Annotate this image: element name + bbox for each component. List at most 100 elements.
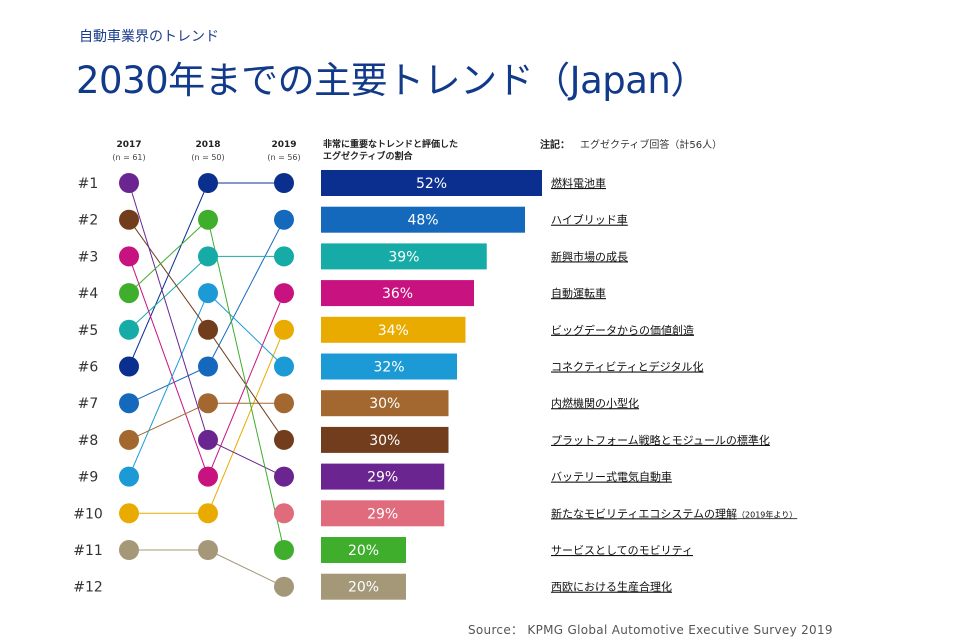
rank-label: #2 <box>78 213 99 229</box>
rank-dot <box>198 319 218 340</box>
rank-label: #3 <box>78 249 99 265</box>
bar-value-label: 32% <box>373 360 404 376</box>
trend-name-link[interactable]: サービスとしてのモビリティ <box>551 544 693 557</box>
bar-value-label: 30% <box>369 433 400 449</box>
rank-change-line <box>128 256 209 477</box>
bar <box>321 280 474 307</box>
bar <box>321 573 406 600</box>
trend-name: 燃料電池車 <box>551 176 606 190</box>
trend-name: 新たなモビリティエコシステムの理解 <box>551 506 737 520</box>
rank-dot <box>274 503 294 524</box>
rank-label: #1 <box>78 176 99 192</box>
trend-name-link[interactable]: 内燃機関の小型化 <box>551 396 639 410</box>
bar-value-label: 39% <box>388 249 419 265</box>
trend-name-link[interactable]: バッテリー式電気自動車 <box>551 470 672 484</box>
rank-dot <box>119 246 139 267</box>
sample-size-label: (n = 56) <box>267 153 300 162</box>
rank-change-line <box>128 219 209 294</box>
year-header-2019: 2019 <box>271 140 296 150</box>
rank-change-line <box>207 219 285 551</box>
rank-dot <box>198 283 218 304</box>
bar-value-label: 30% <box>369 396 400 412</box>
rank-change-line <box>207 292 285 367</box>
rank-dot <box>198 503 218 524</box>
trend-name-link[interactable]: ビッグデータからの価値創造 <box>551 323 694 337</box>
trend-name: 内燃機関の小型化 <box>551 396 639 410</box>
rank-label: #5 <box>78 323 99 339</box>
trend-name-link[interactable]: 自動運転車 <box>551 286 606 300</box>
trend-name-link[interactable]: 新興市場の成長 <box>551 249 628 263</box>
rank-dot <box>274 319 294 340</box>
sample-size-label: (n = 50) <box>191 153 224 162</box>
note-text: エグゼクティブ回答（計56人） <box>580 138 722 151</box>
bar <box>321 500 445 527</box>
bar <box>321 170 542 196</box>
bar <box>321 463 445 490</box>
rank-dot <box>119 503 139 524</box>
rank-dot <box>198 466 218 487</box>
bar-value-label: 34% <box>378 323 409 339</box>
rank-dot <box>274 356 294 377</box>
bar-value-label: 20% <box>348 543 379 559</box>
trend-name: 新興市場の成長 <box>551 249 628 263</box>
trend-name-link[interactable]: 新たなモビリティエコシステムの理解（2019年より） <box>551 506 797 520</box>
bar <box>321 390 449 417</box>
bar-value-label: 52% <box>416 176 447 192</box>
rank-dot <box>119 319 139 340</box>
source-note: Source： KPMG Global Automotive Executive… <box>468 623 833 637</box>
rank-label: #10 <box>73 506 103 522</box>
note-label: 注記： <box>540 138 570 151</box>
bar-value-label: 29% <box>367 506 398 522</box>
rank-label: #8 <box>78 433 99 449</box>
trend-name-link[interactable]: プラットフォーム戦略とモジュールの標準化 <box>551 433 770 447</box>
trend-name: ビッグデータからの価値創造 <box>551 323 694 337</box>
rank-dot <box>119 283 139 304</box>
rank-dot <box>198 356 218 377</box>
bar <box>321 537 406 563</box>
bar-value-label: 48% <box>407 213 438 229</box>
rank-dot <box>274 173 294 193</box>
rank-dot <box>274 540 294 560</box>
trend-name: 自動運転車 <box>551 286 606 300</box>
rank-dot <box>274 283 294 304</box>
rank-change-line <box>207 329 285 514</box>
trend-name-suffix: （2019年より） <box>737 509 797 519</box>
rank-change-line <box>207 549 285 588</box>
bar <box>321 353 457 380</box>
trend-name-link[interactable]: 燃料電池車 <box>551 176 606 190</box>
rank-label: #4 <box>78 286 99 302</box>
rank-change-line <box>128 402 209 441</box>
bar-header-line: エグゼクティブの割合 <box>323 150 413 162</box>
year-header-2018: 2018 <box>195 140 220 150</box>
rank-label: #6 <box>78 360 99 376</box>
rank-dot <box>119 466 139 487</box>
trend-name-link[interactable]: コネクティビティとデジタル化 <box>551 360 703 374</box>
rank-dot <box>119 173 139 193</box>
rank-change-line <box>128 219 209 331</box>
page-subtitle: 自動車業界のトレンド <box>79 29 219 45</box>
bar <box>321 206 525 233</box>
trend-name: サービスとしてのモビリティ <box>551 544 693 557</box>
rank-dot <box>198 540 218 560</box>
trend-name-link[interactable]: 西欧における生産合理化 <box>551 580 672 594</box>
rank-dot <box>274 209 294 230</box>
sample-size-label: (n = 61) <box>112 153 145 162</box>
rank-dot <box>274 393 294 414</box>
rank-dot <box>274 429 294 450</box>
bar-value-label: 29% <box>367 470 398 486</box>
rank-dot <box>198 429 218 450</box>
rank-dot <box>274 576 294 597</box>
rank-dot <box>119 429 139 450</box>
bar-value-label: 36% <box>382 286 413 302</box>
rank-dot <box>274 246 294 267</box>
rank-label: #7 <box>78 396 99 412</box>
rank-label: #9 <box>78 470 99 486</box>
rank-change-line <box>128 256 209 331</box>
rank-dot <box>198 393 218 414</box>
trend-name: コネクティビティとデジタル化 <box>551 360 703 374</box>
trend-name-link[interactable]: ハイブリッド車 <box>551 213 628 227</box>
rank-dot <box>119 540 139 560</box>
bar <box>321 316 466 343</box>
trend-name: プラットフォーム戦略とモジュールの標準化 <box>551 433 770 447</box>
rank-change-line <box>128 292 209 477</box>
